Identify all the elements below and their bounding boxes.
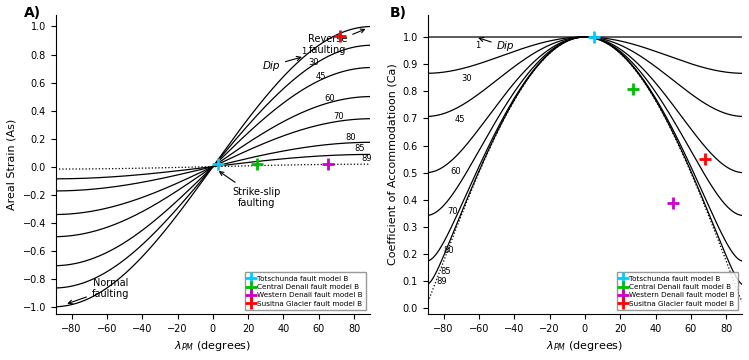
Text: 70: 70 xyxy=(447,207,458,216)
Text: Dip: Dip xyxy=(262,57,301,71)
Text: 85: 85 xyxy=(354,144,365,153)
Text: 89: 89 xyxy=(437,277,447,286)
Legend: Totschunda fault model B, Central Denali fault model B, Western Denali fault mod: Totschunda fault model B, Central Denali… xyxy=(617,272,739,310)
Text: Reverse
faulting: Reverse faulting xyxy=(308,29,365,55)
Text: 70: 70 xyxy=(333,112,344,121)
Text: 85: 85 xyxy=(440,267,451,276)
Text: 80: 80 xyxy=(345,133,356,142)
Y-axis label: Areal Strain (As): Areal Strain (As) xyxy=(7,119,17,210)
Text: 60: 60 xyxy=(451,167,461,176)
Text: Strike-slip
faulting: Strike-slip faulting xyxy=(219,172,281,208)
Text: Normal
faulting: Normal faulting xyxy=(68,278,129,304)
Text: 1: 1 xyxy=(476,41,481,50)
Text: 80: 80 xyxy=(443,246,455,255)
Text: B): B) xyxy=(390,6,407,20)
Text: Dip: Dip xyxy=(479,37,514,51)
Text: 30: 30 xyxy=(461,74,472,83)
Text: 89: 89 xyxy=(361,154,372,163)
Y-axis label: Coefficient of Accommodatioon (Ca): Coefficient of Accommodatioon (Ca) xyxy=(387,64,397,265)
Text: 45: 45 xyxy=(315,72,326,81)
Text: 30: 30 xyxy=(308,58,319,67)
X-axis label: $\lambda_{PM}$ (degrees): $\lambda_{PM}$ (degrees) xyxy=(175,339,252,353)
Text: A): A) xyxy=(24,6,41,20)
Legend: Totschunda fault model B, Central Denali fault model B, Western Denali fault mod: Totschunda fault model B, Central Denali… xyxy=(245,272,366,310)
Text: 1: 1 xyxy=(301,48,306,57)
Text: 45: 45 xyxy=(454,115,464,124)
X-axis label: $\lambda_{PM}$ (degrees): $\lambda_{PM}$ (degrees) xyxy=(546,339,623,353)
Text: 60: 60 xyxy=(324,94,335,103)
